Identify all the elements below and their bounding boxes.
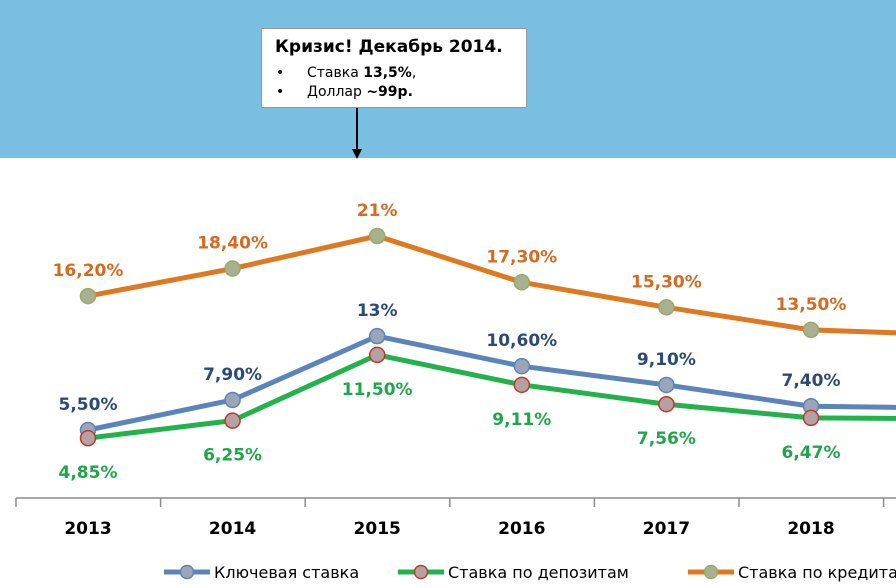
callout-item-suffix: , [411,65,417,81]
callout-item-rate: • Ставка 13,5%, [276,65,416,81]
legend-label: Ключевая ставка [214,563,359,582]
x-tick-label: 2018 [787,519,834,539]
data-label: 11,50% [342,380,413,400]
callout-item-value: 13,5% [363,65,412,81]
data-label: 9,10% [637,350,696,370]
data-point [224,412,241,429]
data-point [368,327,386,345]
data-point [802,409,820,427]
data-label: 9,11% [492,410,551,430]
callout-item-text: Ставка [307,65,364,81]
data-label: 6,47% [782,443,841,463]
data-point [658,376,675,394]
x-tick-label: 2017 [643,519,690,539]
data-label: 6,25% [203,446,262,466]
x-tick-label: 2015 [354,519,401,539]
data-label: 18,40% [197,234,268,254]
bullet: • [276,65,285,81]
callout-title: Кризис! Декабрь 2014. [275,37,503,57]
data-label: 10,60% [486,331,557,351]
data-point [513,357,531,375]
data-label: 13,50% [776,295,847,315]
bullet: • [276,84,285,100]
data-label: 17,30% [486,247,557,267]
data-label: 4,85% [59,463,118,483]
x-tick-label: 2013 [64,519,111,539]
data-label: 16,20% [53,261,124,281]
data-point [513,274,531,291]
callout-item-text: Доллар [307,84,367,100]
data-point [658,299,675,316]
x-tick-label: 2014 [209,519,256,539]
data-label: 7,90% [203,365,262,385]
data-point [79,287,97,305]
data-label: 7,40% [782,371,841,391]
legend-marker [413,564,429,580]
x-tick-label: 2016 [498,519,545,539]
data-label: 15,30% [631,272,702,292]
data-point [79,429,97,447]
legend-label: Ставка по депозитам [448,563,629,582]
legend-label: Ставка по кредитам [738,563,896,582]
callout-item-value: ~99р. [366,84,413,100]
data-point [658,395,675,413]
data-point [224,391,241,409]
data-point [368,346,386,364]
data-label: 5,50% [59,395,118,415]
data-point [513,376,531,394]
data-point [368,227,386,245]
callout-item-dollar: • Доллар ~99р. [276,84,413,100]
legend-marker [179,564,195,580]
legend-marker [703,564,719,580]
crisis-callout: Кризис! Декабрь 2014. • Ставка 13,5%, • До… [261,28,527,108]
data-label: 13% [357,301,398,321]
data-label: 7,56% [637,429,696,449]
data-point [224,260,241,277]
data-label: 21% [357,201,398,221]
data-point [802,321,820,339]
